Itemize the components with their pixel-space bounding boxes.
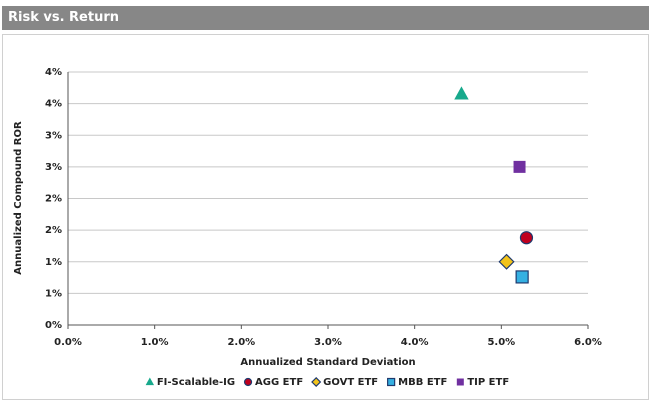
legend-symbol [145, 377, 155, 386]
y-tick-label: 2% [45, 225, 62, 236]
legend-symbol [387, 377, 396, 387]
y-tick-label: 1% [45, 288, 62, 299]
x-tick-label: 3.0% [314, 337, 342, 348]
y-tick-label: 0% [45, 320, 62, 331]
legend-symbol [456, 378, 464, 386]
x-tick-label: 1.0% [141, 337, 169, 348]
legend-label: MBB ETF [398, 377, 447, 388]
x-tick-label: 0.0% [54, 337, 82, 348]
x-tick-label: 5.0% [487, 337, 515, 348]
y-tick-label: 1% [45, 257, 62, 268]
x-tick-label: 6.0% [574, 337, 602, 348]
y-tick-label: 3% [45, 162, 62, 173]
panel-header: Risk vs. Return [2, 6, 649, 30]
point [515, 270, 529, 284]
legend-label: TIP ETF [467, 377, 509, 388]
x-tick-label: 4.0% [401, 337, 429, 348]
legend-symbol [243, 377, 253, 387]
legend-label: FI-Scalable-IG [157, 377, 235, 388]
point [498, 253, 515, 270]
y-tick-label: 2% [45, 194, 62, 205]
panel-frame [2, 34, 649, 400]
y-axis-title: Annualized Compound ROR [13, 121, 24, 275]
legend-label: AGG ETF [255, 377, 303, 388]
point [519, 231, 534, 245]
legend-symbol [311, 376, 322, 388]
x-tick-label: 2.0% [227, 337, 255, 348]
y-tick-label: 4% [45, 67, 62, 78]
y-tick-label: 4% [45, 99, 62, 110]
x-axis-title: Annualized Standard Deviation [240, 357, 415, 368]
point [513, 160, 526, 173]
legend-label: GOVT ETF [323, 377, 378, 388]
y-tick-label: 3% [45, 130, 62, 141]
point [454, 86, 469, 100]
